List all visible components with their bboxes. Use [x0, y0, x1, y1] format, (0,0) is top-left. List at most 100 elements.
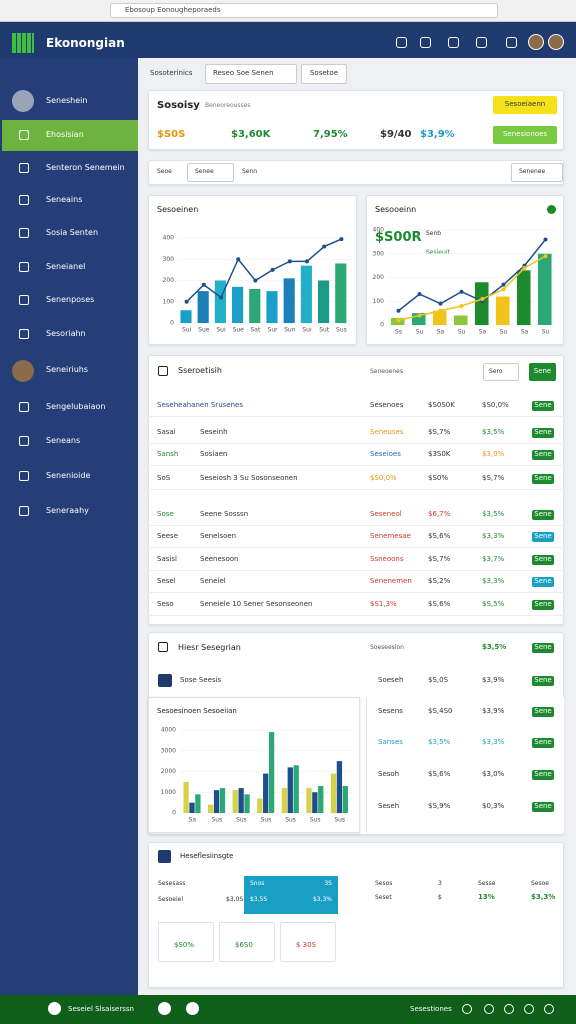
label: Sseroetisih [178, 365, 222, 375]
header-icon[interactable] [448, 37, 459, 48]
button[interactable] [532, 450, 554, 460]
button[interactable] [493, 96, 557, 114]
button-label[interactable]: Sene [534, 676, 552, 685]
label: $3,0S [226, 896, 244, 904]
nav-item[interactable]: Senteron Senemein [46, 162, 125, 172]
button[interactable] [532, 510, 554, 520]
filter-box[interactable] [187, 163, 234, 182]
header-icon[interactable] [420, 37, 431, 48]
avatar[interactable] [548, 34, 564, 50]
button-label[interactable]: Sene [533, 367, 552, 376]
bar [183, 781, 189, 813]
button[interactable] [532, 428, 554, 438]
point-dot [459, 304, 464, 308]
button-label[interactable]: Sene [534, 802, 552, 811]
button-label[interactable]: Senesionoes [502, 130, 548, 139]
x-tick-label: Sui [216, 327, 226, 334]
nav-item[interactable]: Seneraahy [46, 505, 89, 515]
button-label[interactable]: Sene [534, 577, 552, 586]
filter: Senn [242, 168, 258, 176]
header-icon[interactable] [396, 37, 407, 48]
nav-item[interactable]: Sosia Senten [46, 227, 99, 237]
button[interactable] [532, 643, 554, 653]
nav-item[interactable]: Sesoriahn [46, 328, 86, 338]
button[interactable] [532, 676, 554, 686]
point-dot [480, 296, 485, 301]
button[interactable] [529, 363, 556, 381]
nav-item[interactable]: Senenioide [46, 470, 91, 480]
nav-item[interactable]: Ehosisian [46, 129, 84, 139]
button[interactable] [532, 738, 554, 748]
cell: $3,5% [482, 428, 505, 437]
button-label[interactable]: Sene [534, 600, 552, 609]
dropdown[interactable] [205, 64, 297, 84]
cell: $3,3% [531, 893, 556, 902]
button[interactable] [532, 532, 554, 542]
button[interactable] [532, 577, 554, 587]
footer-icon[interactable] [462, 1004, 472, 1014]
button[interactable] [532, 770, 554, 780]
label: Sosoterinics [150, 69, 193, 78]
bar [474, 282, 489, 325]
bar [213, 790, 220, 813]
icon [19, 471, 29, 481]
cell: $S,4S0 [428, 707, 453, 716]
nav-item[interactable]: Seneains [46, 194, 83, 204]
x-tick-label: Su [542, 329, 550, 336]
footer-icon[interactable] [186, 1002, 199, 1015]
button[interactable] [532, 555, 554, 565]
filter-box[interactable] [511, 163, 563, 182]
dropdown[interactable] [483, 363, 519, 381]
header-icon[interactable] [476, 37, 487, 48]
button-label[interactable]: Sene [534, 532, 552, 541]
dropdown-label[interactable]: Reseo Soe Senen [213, 69, 274, 78]
button-label[interactable]: Sene [534, 401, 552, 410]
button-label[interactable]: Sene [534, 738, 552, 747]
button[interactable] [532, 802, 554, 812]
x-tick-label: Sue [233, 327, 245, 334]
nav-item[interactable]: Seneans [46, 435, 81, 445]
footer-icon[interactable] [484, 1004, 494, 1014]
filter[interactable]: Senenee [519, 168, 546, 176]
button-label[interactable]: Sene [534, 428, 552, 437]
filter[interactable]: Senee [195, 168, 214, 176]
button-label[interactable]: Sene [534, 450, 552, 459]
line [186, 238, 342, 303]
icon [158, 642, 168, 652]
button[interactable] [532, 600, 554, 610]
dropdown-label[interactable]: Sero [489, 368, 503, 376]
y-tick-label: 4000 [161, 727, 176, 734]
bar [232, 286, 244, 323]
button-label[interactable]: Sosetoe [309, 69, 339, 78]
button-label[interactable]: Sene [534, 643, 552, 652]
x-tick-label: Ss [395, 329, 402, 336]
point-dot [417, 292, 422, 297]
cell: Sesens [378, 707, 403, 716]
footer-icon[interactable] [544, 1004, 554, 1014]
button-label[interactable]: Sene [534, 510, 552, 519]
nav-item[interactable]: Seneiriuhs [46, 364, 89, 374]
header-icon[interactable] [506, 37, 517, 48]
footer-icon[interactable] [524, 1004, 534, 1014]
button[interactable] [532, 707, 554, 717]
footer-icon[interactable] [504, 1004, 514, 1014]
label: Soeseesion [370, 644, 404, 652]
button-label[interactable]: Sene [534, 770, 552, 779]
nav-item[interactable]: Seneianel [46, 261, 86, 271]
nav-item[interactable]: Sengelubaiaon [46, 401, 106, 411]
chart-title: Sesoeinen [157, 204, 199, 214]
button[interactable] [301, 64, 347, 84]
button-label[interactable]: Sene [534, 707, 552, 716]
nav-item[interactable]: Senenposes [46, 294, 95, 304]
footer-icon[interactable] [158, 1002, 171, 1015]
avatar[interactable] [528, 34, 544, 50]
button[interactable] [493, 126, 557, 144]
button[interactable] [532, 401, 554, 411]
button-label[interactable]: Sesoeiaenn [504, 100, 546, 109]
cell: $6,7% [428, 510, 451, 519]
button-label[interactable]: Sene [534, 555, 552, 564]
button-label[interactable]: Sene [534, 474, 552, 483]
legend-entry: Senb [426, 230, 442, 238]
button[interactable] [532, 474, 554, 484]
